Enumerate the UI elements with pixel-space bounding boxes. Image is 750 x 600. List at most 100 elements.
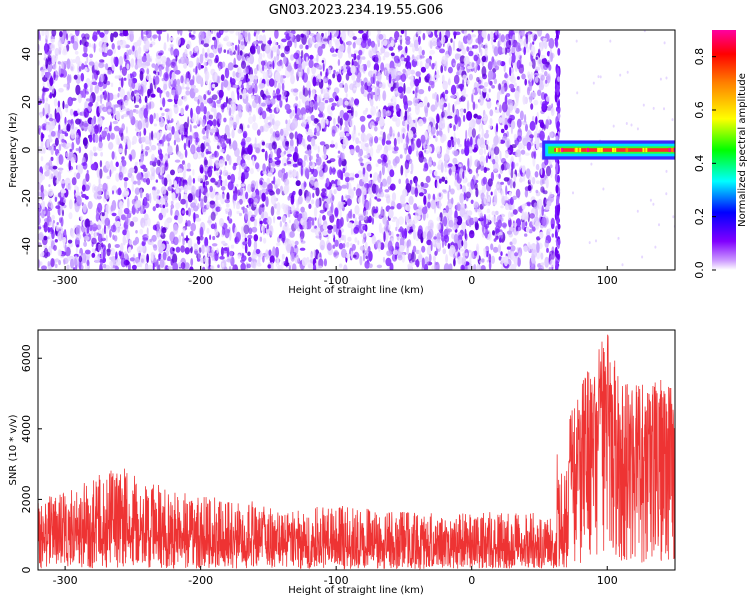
spectrogram-cell — [267, 40, 273, 45]
spectrogram-cell — [443, 65, 447, 72]
spectrogram-cell — [227, 216, 230, 221]
spectrogram-cell — [235, 231, 241, 243]
spectrogram-cell — [490, 243, 494, 251]
spectrogram-cell — [210, 265, 215, 270]
spectrogram-cell — [288, 119, 291, 125]
spectrogram-cell — [200, 102, 205, 112]
spectrogram-cell — [170, 46, 174, 56]
spectrogram-cell — [238, 160, 241, 164]
spectrogram-cell — [216, 41, 222, 49]
spectrogram-cell — [378, 83, 383, 88]
spectrogram-cell — [203, 245, 209, 253]
spectrogram-cell — [375, 54, 379, 65]
spectrogram-cell — [293, 218, 299, 230]
spectrogram-cell — [117, 148, 123, 154]
spectrogram-cell — [387, 240, 393, 252]
spectrogram-cell — [87, 36, 90, 40]
spectrogram-cell — [168, 126, 172, 131]
spectrogram-cell — [113, 104, 116, 115]
spectrogram-cell — [387, 144, 392, 151]
spectrogram-cell — [221, 61, 226, 68]
spectrogram-cell — [390, 40, 395, 47]
spectrogram-cell — [532, 41, 535, 45]
spectrogram-cell — [341, 184, 347, 189]
spectrogram-cell — [428, 85, 431, 92]
spectrogram-cell — [501, 217, 504, 222]
spectrogram-cell — [515, 42, 521, 52]
spectrogram-cell — [223, 266, 228, 270]
spectrogram-cell — [286, 150, 292, 155]
spectrogram-cell — [338, 68, 341, 75]
spectrogram-cell — [176, 78, 181, 86]
spectrogram-cell — [213, 136, 219, 143]
spectrogram-cell — [366, 114, 372, 119]
spectrogram-cell — [137, 82, 142, 91]
spectrogram-cell — [461, 221, 466, 231]
spectrogram-cell — [529, 213, 535, 219]
spectrogram-cell — [338, 242, 344, 250]
spectrogram-cell — [481, 128, 484, 139]
spectrogram-cell — [274, 120, 281, 127]
spectrogram-cell — [436, 223, 441, 230]
spectrogram-cell — [289, 147, 295, 153]
spectrogram-cell — [363, 64, 368, 72]
spectrogram-cell — [242, 194, 246, 203]
spectrogram-cell — [491, 255, 495, 264]
spectrogram-cell — [508, 39, 511, 46]
spectrogram-cell — [237, 128, 242, 134]
spectrogram-cell — [474, 62, 477, 73]
spectrogram-cell — [241, 255, 247, 262]
spectrogram-cell — [197, 178, 201, 182]
spectrogram-cell — [201, 118, 206, 128]
spectrogram-cell — [337, 59, 341, 66]
spectrogram-cell — [285, 142, 289, 147]
spectrogram-cell — [180, 75, 184, 84]
spectrogram-cell — [156, 259, 159, 270]
spectrogram-cell — [318, 213, 322, 225]
spectrogram-cell — [441, 176, 446, 182]
spectrogram-cell — [453, 233, 459, 244]
spectrogram-cell — [280, 172, 287, 182]
spectrogram-cell — [277, 264, 283, 270]
spectrogram-cell — [281, 253, 285, 260]
spectrogram-cell — [356, 77, 361, 83]
spectrogram-cell — [109, 260, 113, 267]
spectrogram-cell — [62, 100, 65, 110]
spectrogram-cell — [366, 248, 369, 252]
spectrogram-cell — [200, 198, 204, 210]
spectrogram-cell — [292, 163, 298, 168]
spectrogram-cell — [101, 128, 108, 132]
spectrogram-cell — [533, 34, 538, 40]
spectrogram-cell — [506, 162, 510, 170]
spectrogram-cell — [189, 230, 194, 237]
spectrogram-cell — [44, 170, 50, 177]
spectrogram-cell — [202, 98, 208, 104]
spectrogram-cell — [114, 155, 117, 161]
spectrogram-cell — [347, 30, 350, 36]
spectrogram-cell — [494, 30, 498, 36]
spectrogram-cell — [205, 181, 208, 190]
spectrogram-cell — [338, 263, 343, 268]
spectrogram-cell — [135, 161, 139, 166]
spectrogram-cell — [499, 139, 506, 144]
spectrogram-cell — [47, 103, 51, 115]
spectrogram-cell — [303, 180, 306, 190]
spectrogram-cell — [165, 65, 169, 74]
spectrogram-cell — [424, 256, 429, 266]
spectrogram-cell — [300, 166, 303, 177]
spectrogram-cell — [527, 202, 531, 207]
spectrogram-cell — [58, 259, 62, 266]
spectrogram-cell — [533, 99, 539, 106]
spectrogram-cell — [409, 229, 414, 233]
spectrogram-cell — [63, 39, 69, 46]
spectrogram-cell — [422, 231, 427, 240]
spectrogram-cell — [59, 129, 62, 134]
spectrogram-cell — [151, 153, 155, 162]
spectrogram-cell — [50, 204, 54, 210]
spectrogram-cell — [382, 154, 388, 163]
spectrogram-cell — [199, 226, 204, 238]
spectrogram-cell — [337, 115, 341, 124]
spectrogram-cell — [445, 30, 451, 39]
spectrogram-cell — [127, 246, 132, 253]
spectrogram-cell — [422, 32, 426, 41]
